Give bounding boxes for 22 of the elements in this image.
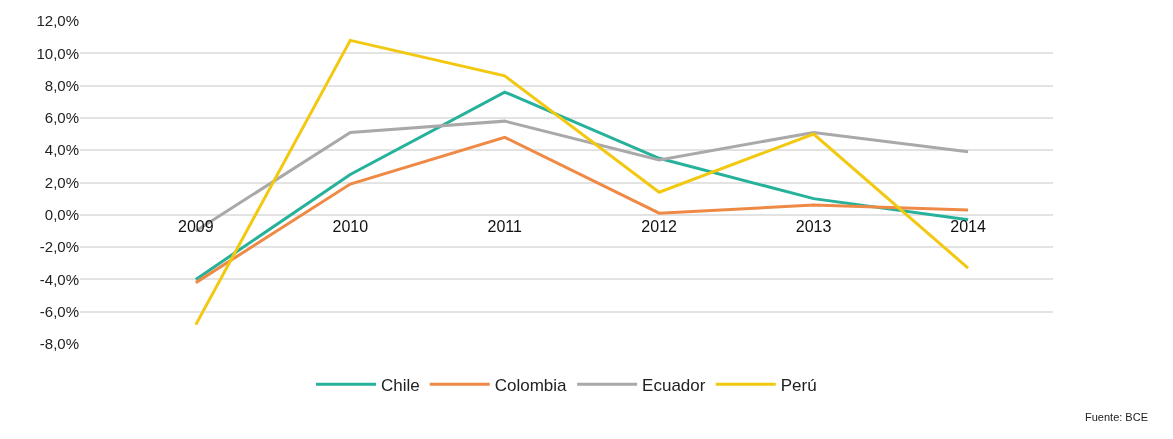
x-tick-label: 2014 (950, 217, 986, 235)
y-tick-label: 4,0% (44, 141, 79, 159)
y-tick-label: 10,0% (36, 44, 79, 62)
y-tick-label: 0,0% (44, 206, 79, 224)
y-tick-label: 6,0% (44, 109, 79, 127)
x-tick-label: 2011 (487, 217, 523, 235)
y-tick-label: -6,0% (39, 302, 79, 320)
y-tick-label: -2,0% (39, 238, 79, 256)
y-tick-label: -4,0% (39, 270, 79, 288)
legend-label: Colombia (494, 375, 568, 395)
x-tick-label: 2013 (795, 217, 832, 235)
legend-label: Perú (780, 375, 817, 395)
y-tick-label: 8,0% (44, 76, 79, 94)
y-tick-label: -8,0% (39, 335, 79, 353)
x-tick-label: 2009 (178, 217, 214, 235)
y-tick-label: 2,0% (44, 173, 79, 191)
x-tick-label: 2012 (641, 217, 678, 235)
legend-label: Ecuador (642, 375, 706, 395)
x-tick-label: 2010 (332, 217, 369, 235)
y-tick-label: 12,0% (36, 12, 79, 30)
source-note: Fuente: BCE (1085, 411, 1148, 423)
legend-label: Chile (381, 375, 420, 395)
